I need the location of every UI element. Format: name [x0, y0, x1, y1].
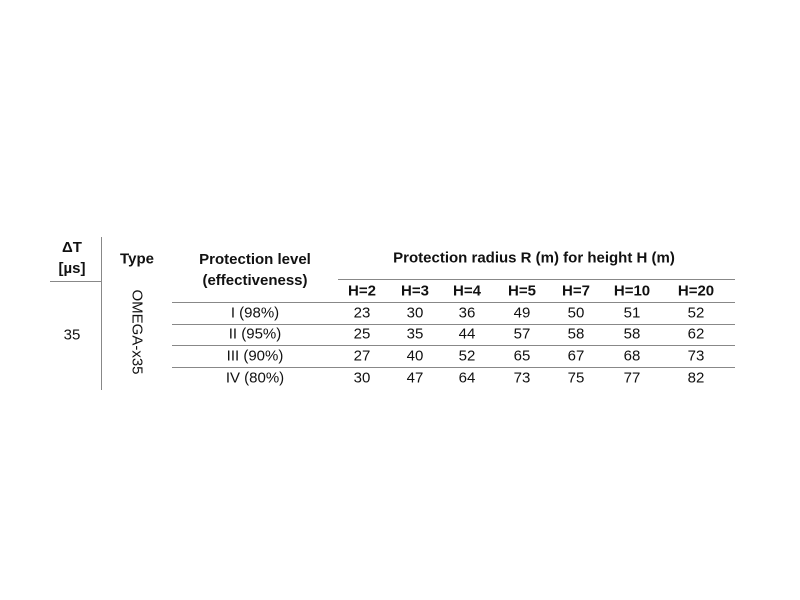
type-header: Type [120, 250, 154, 268]
height-header: H=4 [453, 282, 481, 300]
protection-level: III (90%) [226, 347, 284, 365]
rule [172, 324, 735, 325]
rule [172, 345, 735, 346]
radius-cell: 73 [513, 369, 531, 387]
radius-cell: 49 [513, 304, 531, 322]
radius-cell: 58 [567, 325, 585, 343]
radius-cell: 25 [353, 325, 371, 343]
radius-cell: 47 [406, 369, 424, 387]
radius-cell: 82 [687, 369, 705, 387]
protection-level: I (98%) [230, 304, 280, 322]
radius-cell: 64 [458, 369, 476, 387]
radius-cell: 35 [406, 325, 424, 343]
protection-level-header: Protection level (effectiveness) [199, 251, 311, 289]
protection-radius-header: Protection radius R (m) for height H (m) [393, 249, 675, 267]
radius-cell: 58 [623, 325, 641, 343]
radius-cell: 52 [687, 304, 705, 322]
height-header: H=10 [613, 282, 651, 300]
radius-cell: 44 [458, 325, 476, 343]
protection-level: IV (80%) [225, 369, 285, 387]
height-header: H=2 [348, 282, 376, 300]
radius-cell: 52 [458, 347, 476, 365]
rule [338, 279, 735, 280]
height-header: H=5 [508, 282, 536, 300]
radius-cell: 65 [513, 347, 531, 365]
radius-cell: 51 [623, 304, 641, 322]
radius-cell: 30 [406, 304, 424, 322]
rule [101, 237, 102, 390]
radius-cell: 57 [513, 325, 531, 343]
radius-cell: 50 [567, 304, 585, 322]
radius-cell: 27 [353, 347, 371, 365]
radius-cell: 23 [353, 304, 371, 322]
height-header: H=7 [562, 282, 590, 300]
delta-t-value: 35 [63, 326, 81, 344]
radius-cell: 40 [406, 347, 424, 365]
rule [50, 281, 101, 282]
radius-cell: 68 [623, 347, 641, 365]
delta-t-header: ΔT [µs] [58, 239, 86, 277]
radius-cell: 77 [623, 369, 641, 387]
rule [172, 302, 735, 303]
radius-cell: 62 [687, 325, 705, 343]
radius-cell: 36 [458, 304, 476, 322]
radius-cell: 67 [567, 347, 585, 365]
protection-level: II (95%) [228, 325, 282, 343]
rule [172, 367, 735, 368]
radius-cell: 30 [353, 369, 371, 387]
height-header: H=3 [401, 282, 429, 300]
radius-cell: 75 [567, 369, 585, 387]
radius-cell: 73 [687, 347, 705, 365]
type-value: OMEGA-x35 [128, 289, 146, 375]
height-header: H=20 [677, 282, 715, 300]
